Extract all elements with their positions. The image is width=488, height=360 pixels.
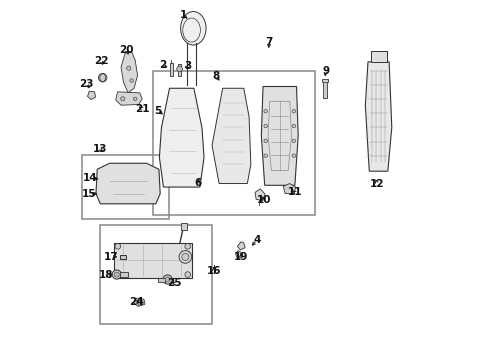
Circle shape	[114, 272, 119, 277]
Text: 19: 19	[233, 252, 247, 262]
Bar	[81, 155, 168, 219]
Polygon shape	[159, 88, 203, 187]
Text: 10: 10	[256, 195, 271, 206]
Polygon shape	[87, 91, 96, 100]
Text: 24: 24	[129, 297, 144, 307]
Text: 5: 5	[154, 106, 162, 116]
Text: 20: 20	[119, 45, 133, 55]
Polygon shape	[237, 242, 244, 250]
Text: 12: 12	[369, 179, 384, 189]
Circle shape	[264, 154, 267, 157]
Circle shape	[176, 66, 182, 72]
Text: 17: 17	[103, 252, 118, 262]
Polygon shape	[120, 255, 125, 259]
Text: 4: 4	[253, 235, 260, 245]
Text: 8: 8	[211, 71, 219, 81]
Circle shape	[133, 97, 137, 100]
Polygon shape	[261, 86, 298, 185]
Polygon shape	[116, 92, 142, 105]
Text: 11: 11	[287, 187, 302, 197]
Text: 7: 7	[265, 37, 272, 47]
Circle shape	[291, 154, 295, 157]
Polygon shape	[96, 163, 160, 204]
Bar	[169, 63, 173, 76]
Text: 9: 9	[322, 66, 328, 76]
Circle shape	[264, 109, 267, 113]
Circle shape	[165, 277, 170, 282]
Text: 1: 1	[179, 10, 186, 20]
Text: 6: 6	[194, 178, 201, 188]
Text: 25: 25	[167, 278, 182, 288]
Bar	[322, 80, 327, 82]
Bar	[323, 81, 326, 98]
Polygon shape	[370, 51, 386, 62]
Text: 18: 18	[99, 270, 113, 280]
Text: 23: 23	[80, 79, 94, 89]
Polygon shape	[212, 88, 250, 184]
Polygon shape	[235, 251, 242, 258]
Circle shape	[115, 243, 121, 249]
Text: 2: 2	[159, 60, 166, 70]
Circle shape	[121, 97, 124, 101]
Circle shape	[184, 243, 190, 249]
Circle shape	[98, 73, 107, 82]
Bar	[181, 224, 186, 230]
Circle shape	[126, 66, 131, 70]
Text: 15: 15	[82, 189, 96, 199]
Text: 14: 14	[83, 173, 98, 183]
Text: 3: 3	[184, 62, 191, 71]
Circle shape	[163, 275, 172, 284]
Circle shape	[291, 124, 295, 128]
Circle shape	[115, 272, 121, 277]
Ellipse shape	[180, 12, 205, 45]
Bar	[152, 71, 314, 215]
Bar	[178, 64, 181, 76]
Circle shape	[264, 139, 267, 143]
Circle shape	[112, 270, 121, 279]
Circle shape	[182, 253, 188, 260]
Circle shape	[179, 251, 191, 263]
Bar	[120, 273, 128, 277]
Polygon shape	[114, 243, 191, 278]
Polygon shape	[133, 298, 145, 306]
Polygon shape	[365, 62, 391, 171]
Text: 21: 21	[135, 104, 149, 114]
Circle shape	[291, 139, 295, 143]
Polygon shape	[121, 51, 137, 93]
Text: 22: 22	[94, 56, 108, 66]
Circle shape	[291, 109, 295, 113]
Polygon shape	[255, 189, 264, 201]
Polygon shape	[283, 184, 295, 194]
Text: 13: 13	[93, 144, 107, 154]
Circle shape	[130, 79, 133, 82]
Circle shape	[264, 124, 267, 128]
Circle shape	[184, 272, 190, 277]
Text: 16: 16	[206, 266, 221, 276]
Bar	[158, 278, 165, 282]
Bar	[100, 225, 212, 324]
